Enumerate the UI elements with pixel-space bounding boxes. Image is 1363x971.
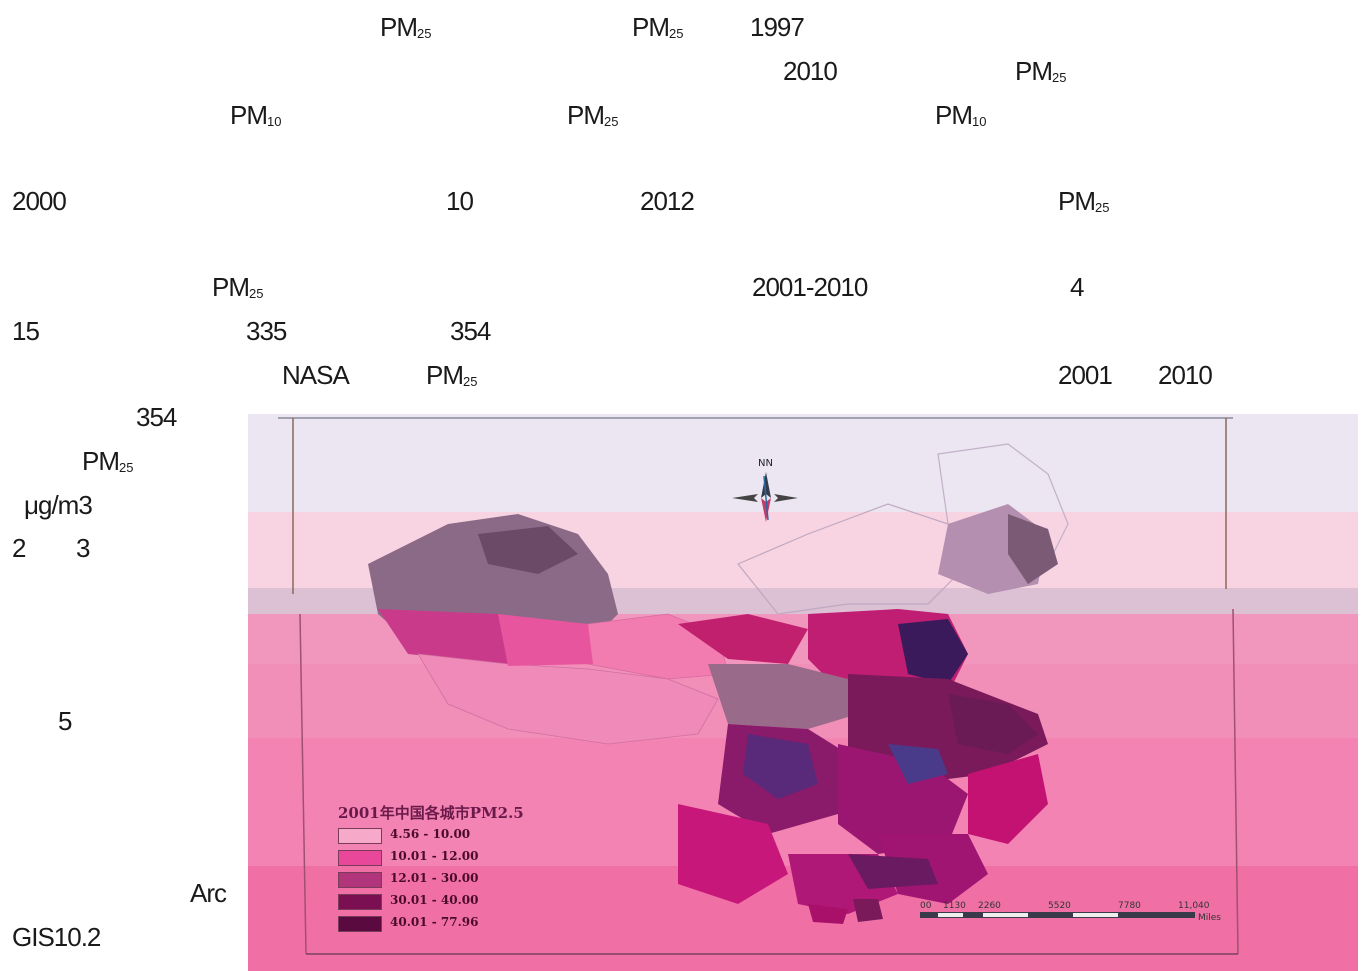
text-fragment: GIS10.2 <box>12 922 101 952</box>
province-inner-mongolia <box>737 503 969 615</box>
subscript: 10 <box>972 114 987 129</box>
north-arrow <box>732 472 798 522</box>
legend-swatch <box>338 828 382 844</box>
subscript: 25 <box>604 114 619 129</box>
subscript: 10 <box>267 114 282 129</box>
scale-label: 5520 <box>1048 901 1071 911</box>
province-hunan-blue <box>888 744 948 784</box>
text-fragment: 2012 <box>640 186 695 216</box>
legend-item: 40.01 - 77.96 <box>338 915 538 932</box>
text-fragment: PM25 <box>1058 186 1110 216</box>
text-fragment: 1997 <box>750 12 805 42</box>
text-fragment: PM25 <box>1015 56 1067 86</box>
legend-label: 30.01 - 40.00 <box>390 893 479 907</box>
subscript: 25 <box>249 286 264 301</box>
china-map <box>278 417 1239 955</box>
text-fragment: μg/m3 <box>24 490 93 520</box>
province-tibet <box>417 653 719 745</box>
province-sichuan-blue <box>743 734 818 799</box>
province-jiangsu <box>948 694 1038 754</box>
subscript: 25 <box>1095 200 1110 215</box>
legend-label: 10.01 - 12.00 <box>390 849 479 863</box>
subscript: 25 <box>1052 70 1067 85</box>
background-band <box>248 414 1358 512</box>
subscript: 25 <box>463 374 478 389</box>
text-fragment: 354 <box>136 402 177 432</box>
legend-item: 12.01 - 30.00 <box>338 871 538 888</box>
scale-unit: Miles <box>1198 913 1221 923</box>
subscript: 25 <box>119 460 134 475</box>
text-fragment: 2001-2010 <box>752 272 868 302</box>
scale-label: 2260 <box>978 901 1001 911</box>
legend-swatch <box>338 850 382 866</box>
text-fragment: Arc <box>190 878 227 908</box>
text-fragment: PM10 <box>230 100 282 130</box>
text-fragment: 15 <box>12 316 40 346</box>
text-fragment: PM25 <box>426 360 478 390</box>
legend-swatch <box>338 916 382 932</box>
text-fragment: PM25 <box>567 100 619 130</box>
province-gansu <box>678 614 808 664</box>
text-fragment: 5 <box>58 706 73 736</box>
province-hebei-dark <box>898 619 968 684</box>
province-guangxi-south <box>808 904 848 924</box>
north-label: NN <box>758 458 773 469</box>
legend-swatch <box>338 894 382 910</box>
text-fragment: 3 <box>76 533 91 563</box>
text-fragment: PM25 <box>212 272 264 302</box>
legend-item: 4.56 - 10.00 <box>338 827 538 844</box>
text-fragment: 2010 <box>1158 360 1213 390</box>
text-fragment: PM10 <box>935 100 987 130</box>
scale-label: 11,040 <box>1178 901 1210 911</box>
text-fragment: 4 <box>1070 272 1085 302</box>
province-guangdong <box>878 834 988 904</box>
scale-label: 1130 <box>943 901 966 911</box>
province-tibet-west <box>498 614 593 666</box>
frame-line <box>299 613 307 955</box>
text-fragment: 354 <box>450 316 491 346</box>
text-fragment: 2001 <box>1058 360 1113 390</box>
legend-label: 12.01 - 30.00 <box>390 871 479 885</box>
text-fragment: 335 <box>246 316 287 346</box>
province-zhejiang <box>968 754 1048 844</box>
text-fragment: 2000 <box>12 186 67 216</box>
text-fragment: 2010 <box>783 56 838 86</box>
legend-title: 2001年中国各城市PM2.5 <box>338 804 524 822</box>
pm25-map-figure: NN 2001年中国各城市PM2.5 4.56 - 10.00 10.01 - 1… <box>248 414 1358 971</box>
text-fragment: 2 <box>12 533 27 563</box>
text-fragment: PM25 <box>82 446 134 476</box>
province-hainan <box>853 899 883 922</box>
text-fragment: 10 <box>446 186 474 216</box>
text-fragment: NASA <box>282 360 350 390</box>
legend-item: 30.01 - 40.00 <box>338 893 538 910</box>
text-fragment: PM25 <box>632 12 684 42</box>
legend-item: 10.01 - 12.00 <box>338 849 538 866</box>
text-fragment: PM25 <box>380 12 432 42</box>
subscript: 25 <box>669 26 684 41</box>
subscript: 25 <box>417 26 432 41</box>
legend-label: 40.01 - 77.96 <box>390 915 479 929</box>
frame-line <box>1232 608 1239 955</box>
scale-bar <box>920 912 1195 918</box>
legend-label: 4.56 - 10.00 <box>390 827 471 841</box>
province-guangdong-dark <box>848 854 938 889</box>
province-shaanxi <box>708 664 858 729</box>
province-xinjiang-dark <box>478 526 578 574</box>
legend-swatch <box>338 872 382 888</box>
scale-label: 7780 <box>1118 901 1141 911</box>
scale-label: 00 <box>920 901 932 911</box>
province-yunnan <box>678 804 788 904</box>
province-jilin <box>1008 514 1058 584</box>
